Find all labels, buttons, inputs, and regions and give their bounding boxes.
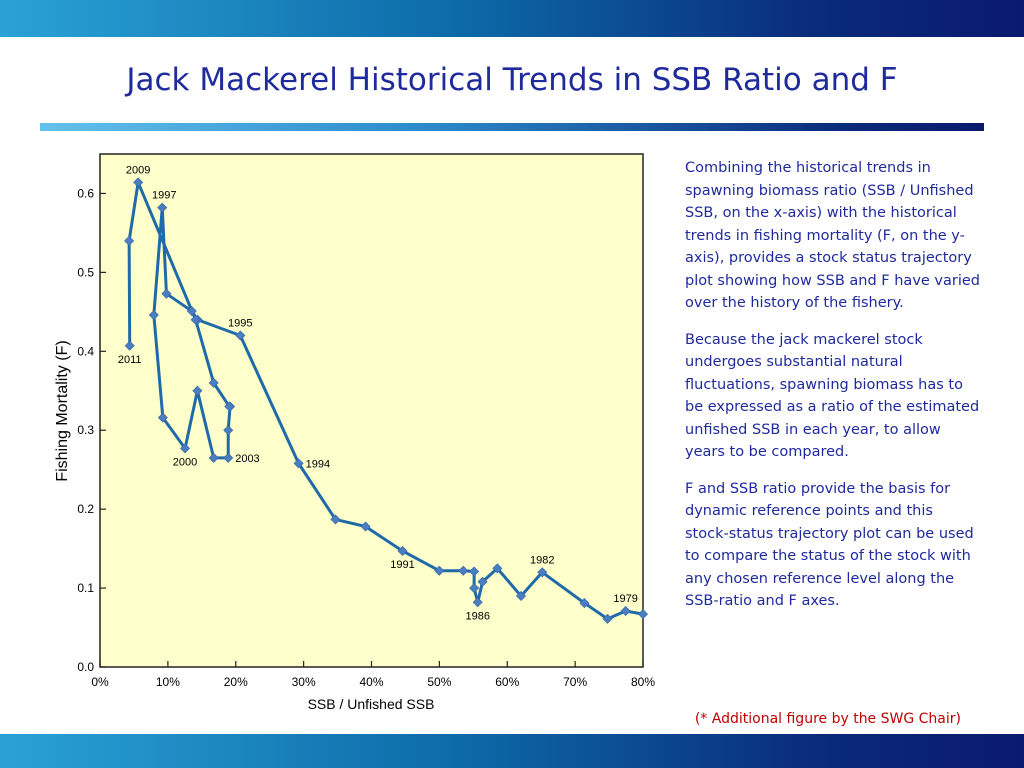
data-point-marker (620, 605, 631, 616)
data-point-marker (537, 567, 548, 578)
x-tick-label: 70% (563, 675, 587, 689)
x-tick-label: 10% (156, 675, 180, 689)
data-point-marker (492, 563, 503, 574)
data-point-marker (469, 566, 480, 577)
data-point-marker (472, 597, 483, 608)
year-annotation: 2009 (126, 164, 150, 176)
data-point-marker (235, 330, 246, 341)
y-tick-label: 0.3 (77, 423, 94, 437)
paragraph-2: Because the jack mackerel stock undergoe… (685, 331, 980, 461)
x-tick-label: 60% (495, 675, 519, 689)
data-point-marker (157, 202, 168, 213)
data-point-marker (223, 452, 234, 463)
x-tick-label: 40% (359, 675, 383, 689)
data-point-marker (360, 521, 371, 532)
y-tick-label: 0.2 (77, 502, 94, 516)
data-point-marker (208, 452, 219, 463)
x-tick-label: 20% (224, 675, 248, 689)
data-point-marker (192, 385, 203, 396)
data-point-marker (469, 583, 480, 594)
data-point-marker (161, 288, 172, 299)
data-point-marker (477, 576, 488, 587)
data-point-marker (186, 306, 197, 317)
x-tick-label: 0% (91, 675, 109, 689)
year-annotation: 1991 (390, 559, 414, 571)
data-point-marker (180, 443, 191, 454)
data-point-marker (293, 458, 304, 469)
y-tick-label: 0.5 (77, 265, 94, 279)
data-point-marker (157, 412, 168, 423)
x-tick-label: 50% (427, 675, 451, 689)
year-annotation: 1986 (465, 610, 489, 622)
data-point-marker (208, 377, 219, 388)
bottom-banner (0, 734, 1024, 768)
explanation-panel: Combining the historical trends in spawn… (685, 157, 980, 627)
data-point-marker (330, 514, 341, 525)
top-banner (0, 0, 1024, 37)
data-point-marker (637, 609, 649, 620)
data-point-marker (458, 565, 469, 576)
year-annotation: 2011 (118, 354, 142, 366)
data-point-marker (224, 401, 235, 412)
x-tick-label: 80% (631, 675, 655, 689)
year-annotation: 1995 (228, 318, 252, 330)
data-point-marker (434, 565, 445, 576)
data-point-marker (148, 309, 159, 321)
year-annotation: 2003 (235, 453, 259, 465)
title-divider (40, 123, 984, 131)
y-tick-label: 0.0 (77, 660, 94, 674)
plot-area (99, 153, 644, 668)
y-tick-label: 0.4 (77, 344, 94, 358)
y-axis-label: Fishing Mortality (F) (54, 340, 71, 481)
year-annotation: 1997 (152, 190, 176, 202)
data-point-marker (124, 340, 135, 351)
data-point-marker (223, 425, 234, 436)
footnote: (* Additional figure by the SWG Chair) (694, 711, 961, 727)
data-point-marker (579, 598, 590, 609)
x-axis-label: SSB / Unfished SSB (308, 696, 435, 712)
y-tick-label: 0.6 (77, 186, 94, 200)
year-annotation: 1979 (613, 593, 637, 605)
data-point-marker (397, 545, 408, 557)
slide-title: Jack Mackerel Historical Trends in SSB R… (126, 62, 898, 98)
data-point-marker (516, 590, 527, 601)
data-point-marker (190, 314, 201, 325)
data-point-marker (124, 235, 135, 246)
year-annotation: 1982 (530, 554, 554, 566)
year-annotation: 1994 (306, 458, 330, 470)
data-point-marker (602, 613, 613, 624)
data-point-marker (133, 177, 144, 188)
x-tick-label: 30% (292, 675, 316, 689)
trajectory-chart: 0% 10% 20% 30% 40% 50% 60% 70% 80% 0.0 0.1 0.2 0.3 0… (54, 153, 655, 712)
year-annotation: 2000 (173, 456, 197, 468)
paragraph-1: Combining the historical trends in spawn… (685, 160, 981, 311)
y-tick-label: 0.1 (77, 581, 94, 595)
paragraph-3: F and SSB ratio provide the basis for dy… (685, 480, 974, 610)
